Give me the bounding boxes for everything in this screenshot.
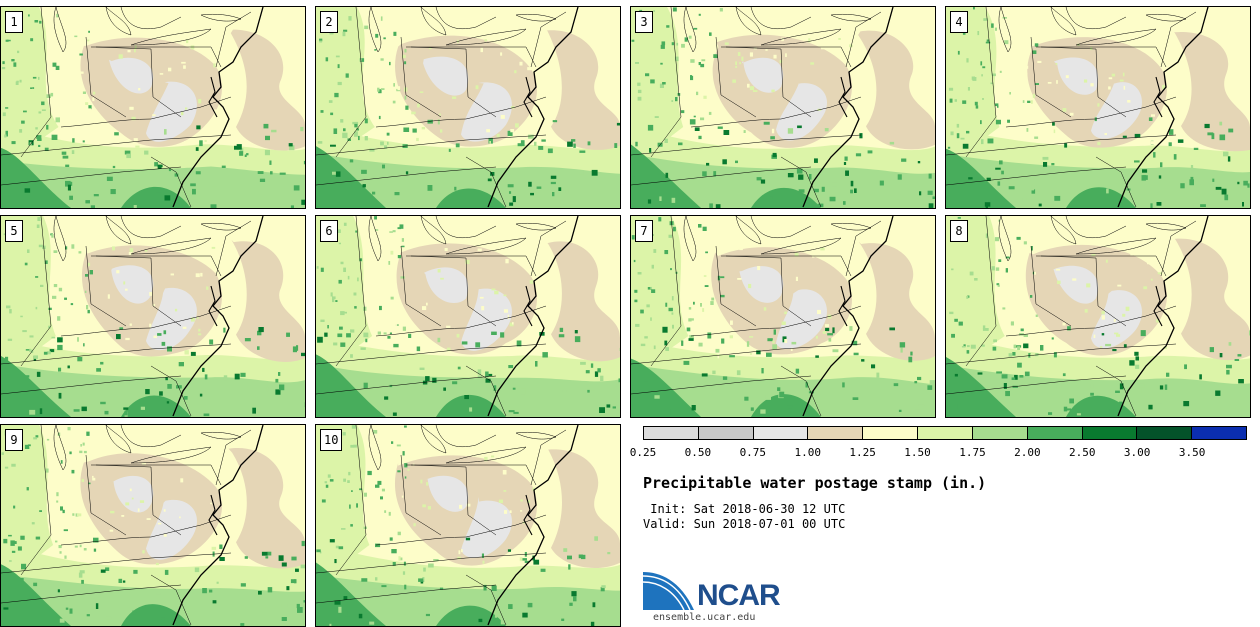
colorbar-tick-label: 1.00	[794, 446, 821, 459]
colorbar-tick-label: 0.50	[684, 446, 712, 459]
member-panel-6: 6	[315, 215, 621, 418]
colorbar-tick-label: 2.50	[1069, 446, 1096, 459]
pw-map	[1, 216, 305, 417]
colorbar-tick-label: 1.50	[904, 446, 931, 459]
pw-map	[631, 216, 935, 417]
colorbar-segment	[1082, 427, 1138, 439]
colorbar-segment	[753, 427, 809, 439]
colorbar-segment	[1137, 427, 1193, 439]
pw-map	[316, 7, 620, 208]
valid-time: Valid: Sun 2018-07-01 00 UTC	[643, 517, 846, 531]
member-label: 3	[635, 11, 653, 33]
member-label: 7	[635, 220, 653, 242]
colorbar-tick-label: 2.00	[1014, 446, 1041, 459]
member-panel-8: 8	[945, 215, 1251, 418]
ncar-logo-icon	[642, 572, 694, 611]
colorbar-tick-label: 1.25	[849, 446, 876, 459]
product-title: Precipitable water postage stamp (in.)	[643, 474, 987, 492]
colorbar-segment	[808, 427, 864, 439]
member-label: 9	[5, 429, 23, 451]
colorbar-tick-label: 1.75	[959, 446, 986, 459]
member-panel-4: 4	[945, 6, 1251, 209]
site-url: ensemble.ucar.edu	[653, 612, 756, 623]
member-label: 8	[950, 220, 968, 242]
member-panel-2: 2	[315, 6, 621, 209]
colorbar-segment	[1192, 427, 1246, 439]
pw-map	[946, 216, 1250, 417]
member-panel-1: 1	[0, 6, 306, 209]
colorbar	[643, 426, 1247, 440]
member-panel-10: 10	[315, 424, 621, 627]
colorbar-segment	[698, 427, 754, 439]
member-label: 6	[320, 220, 338, 242]
init-time: Init: Sat 2018-06-30 12 UTC	[643, 502, 846, 516]
colorbar-tick-label: 0.25	[629, 446, 657, 459]
colorbar-ticks: 0.25 0.50 0.75 1.00 1.25 1.50 1.75 2.00 2.50 3.00…	[630, 446, 1247, 460]
colorbar-segment	[644, 427, 699, 439]
pw-map	[946, 7, 1250, 208]
member-label: 2	[320, 11, 338, 33]
member-panel-7: 7	[630, 215, 936, 418]
member-label: 4	[950, 11, 968, 33]
pw-map	[316, 425, 620, 626]
member-label: 1	[5, 11, 23, 33]
colorbar-segment	[863, 427, 919, 439]
colorbar-tick-label: 3.50	[1178, 446, 1206, 459]
colorbar-segment	[918, 427, 973, 439]
pw-map	[316, 216, 620, 417]
member-label: 10	[320, 429, 343, 451]
member-panel-5: 5	[0, 215, 306, 418]
member-label: 5	[5, 220, 23, 242]
colorbar-segment	[1027, 427, 1083, 439]
colorbar-tick-label: 0.75	[739, 446, 767, 459]
colorbar-segment	[972, 427, 1028, 439]
logo-wordmark: NCAR	[697, 579, 781, 612]
member-panel-9: 9	[0, 424, 306, 627]
pw-map	[1, 7, 305, 208]
colorbar-tick-label: 3.00	[1123, 446, 1151, 459]
member-panel-3: 3	[630, 6, 936, 209]
pw-map	[631, 7, 935, 208]
pw-map	[1, 425, 305, 626]
